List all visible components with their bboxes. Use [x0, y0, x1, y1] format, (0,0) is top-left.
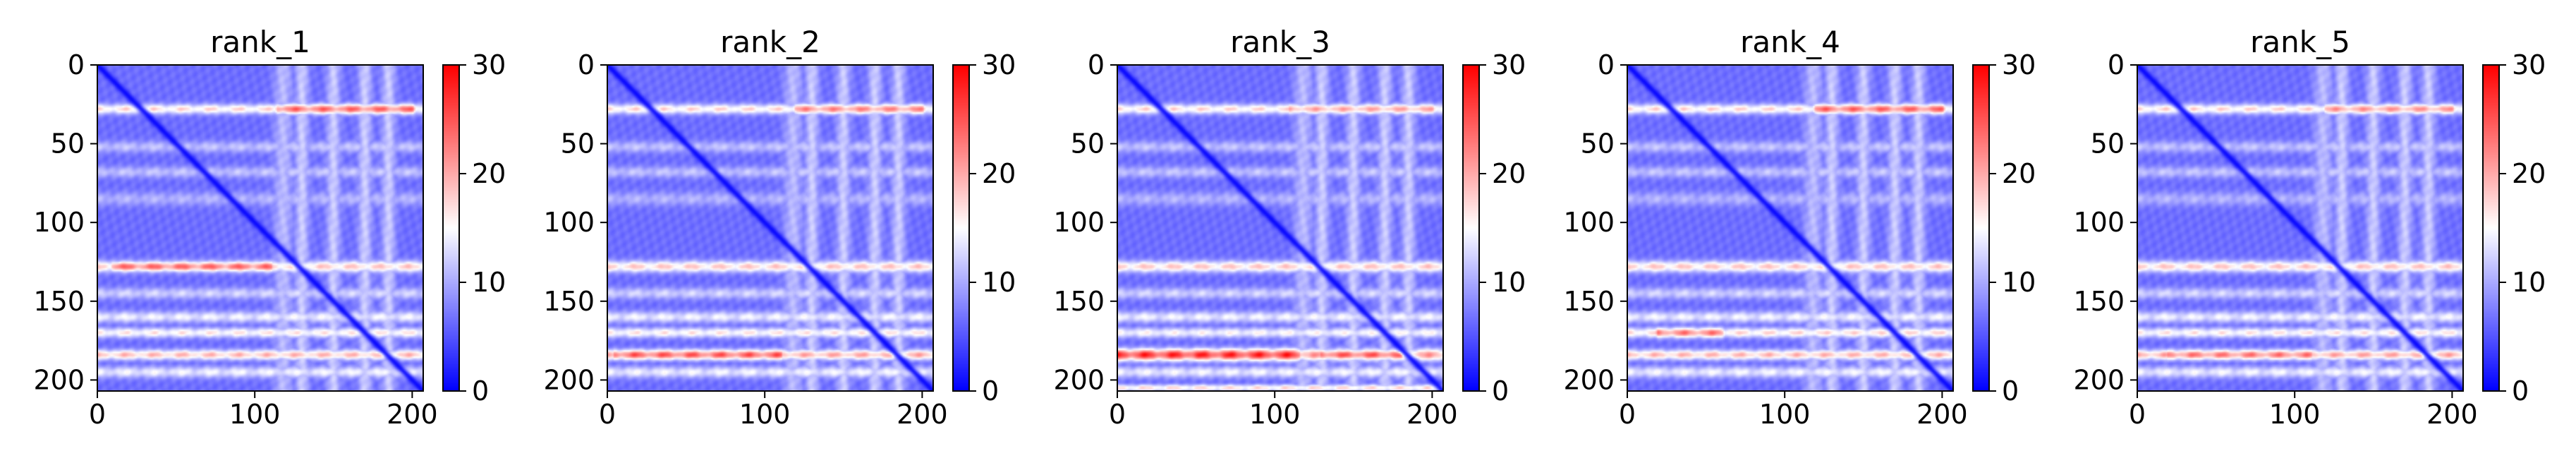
colorbar-tick-label: 30	[472, 49, 506, 80]
colorbar-tick-label: 10	[472, 267, 506, 298]
colorbar-tick-label: 0	[2512, 375, 2529, 407]
colorbar-tick-label: 30	[2002, 49, 2036, 80]
x-tick-label: 200	[387, 399, 438, 430]
x-tick-label: 100	[739, 399, 791, 430]
colorbar-tick-label: 20	[1492, 158, 1526, 189]
y-tick-label: 50	[1581, 128, 1615, 160]
heatmap-image	[1627, 65, 1953, 391]
y-tick-label: 100	[2073, 207, 2125, 238]
colorbar-gradient	[443, 65, 459, 391]
y-tick-label: 200	[1563, 364, 1615, 395]
y-tick-label: 150	[33, 286, 85, 317]
x-tick-label: 200	[1916, 399, 1968, 430]
x-tick-label: 0	[89, 399, 106, 430]
chart-title: rank_3	[1230, 25, 1330, 59]
x-tick-label: 0	[2129, 399, 2146, 430]
y-tick-label: 50	[1071, 128, 1105, 160]
colorbar-tick-label: 20	[2512, 158, 2546, 189]
y-tick-label: 200	[1053, 364, 1105, 395]
y-tick-label: 0	[2108, 49, 2125, 80]
y-tick-label: 0	[578, 49, 595, 80]
y-tick-label: 50	[561, 128, 595, 160]
x-tick-label: 0	[1619, 399, 1636, 430]
y-tick-label: 150	[1563, 286, 1615, 317]
y-tick-label: 200	[2073, 364, 2125, 395]
x-tick-label: 100	[2269, 399, 2321, 430]
y-tick-label: 100	[1563, 207, 1615, 238]
colorbar-tick-label: 20	[2002, 158, 2036, 189]
colorbar-gradient	[1973, 65, 1989, 391]
heatmap-image	[97, 65, 423, 391]
chart-title: rank_5	[2250, 25, 2350, 59]
x-tick-label: 200	[1407, 399, 1458, 430]
y-tick-label: 50	[2091, 128, 2125, 160]
colorbar-tick-label: 10	[982, 267, 1016, 298]
x-tick-label: 200	[897, 399, 948, 430]
colorbar-tick-label: 0	[472, 375, 489, 407]
x-tick-label: 100	[1249, 399, 1301, 430]
heatmap-image	[607, 65, 933, 391]
colorbar-tick-label: 0	[2002, 375, 2019, 407]
colorbar-tick-label: 30	[2512, 49, 2546, 80]
colorbar-gradient	[953, 65, 969, 391]
x-tick-label: 100	[229, 399, 281, 430]
y-tick-label: 100	[543, 207, 595, 238]
x-tick-label: 0	[599, 399, 616, 430]
colorbar-tick-label: 0	[1492, 375, 1509, 407]
chart-title: rank_2	[720, 25, 820, 59]
y-tick-label: 150	[1053, 286, 1105, 317]
colorbar-tick-label: 10	[2512, 267, 2546, 298]
colorbar-tick-label: 30	[982, 49, 1016, 80]
chart-title: rank_4	[1740, 25, 1840, 59]
heatmap-image	[1117, 65, 1443, 391]
colorbar-gradient	[1463, 65, 1479, 391]
chart-title: rank_1	[210, 25, 310, 59]
colorbar-tick-label: 10	[1492, 267, 1526, 298]
colorbar-tick-label: 20	[982, 158, 1016, 189]
heatmap-image	[2137, 65, 2463, 391]
y-tick-label: 0	[1088, 49, 1105, 80]
colorbar-tick-label: 0	[982, 375, 999, 407]
x-tick-label: 100	[1759, 399, 1811, 430]
y-tick-label: 0	[1598, 49, 1615, 80]
colorbar-tick-label: 20	[472, 158, 506, 189]
y-tick-label: 50	[51, 128, 85, 160]
y-tick-label: 100	[33, 207, 85, 238]
y-tick-label: 200	[33, 364, 85, 395]
y-tick-label: 0	[68, 49, 85, 80]
y-tick-label: 150	[543, 286, 595, 317]
colorbar-gradient	[2483, 65, 2499, 391]
x-tick-label: 200	[2426, 399, 2478, 430]
x-tick-label: 0	[1109, 399, 1126, 430]
y-tick-label: 100	[1053, 207, 1105, 238]
y-tick-label: 200	[543, 364, 595, 395]
y-tick-label: 150	[2073, 286, 2125, 317]
colorbar-tick-label: 10	[2002, 267, 2036, 298]
colorbar-tick-label: 30	[1492, 49, 1526, 80]
